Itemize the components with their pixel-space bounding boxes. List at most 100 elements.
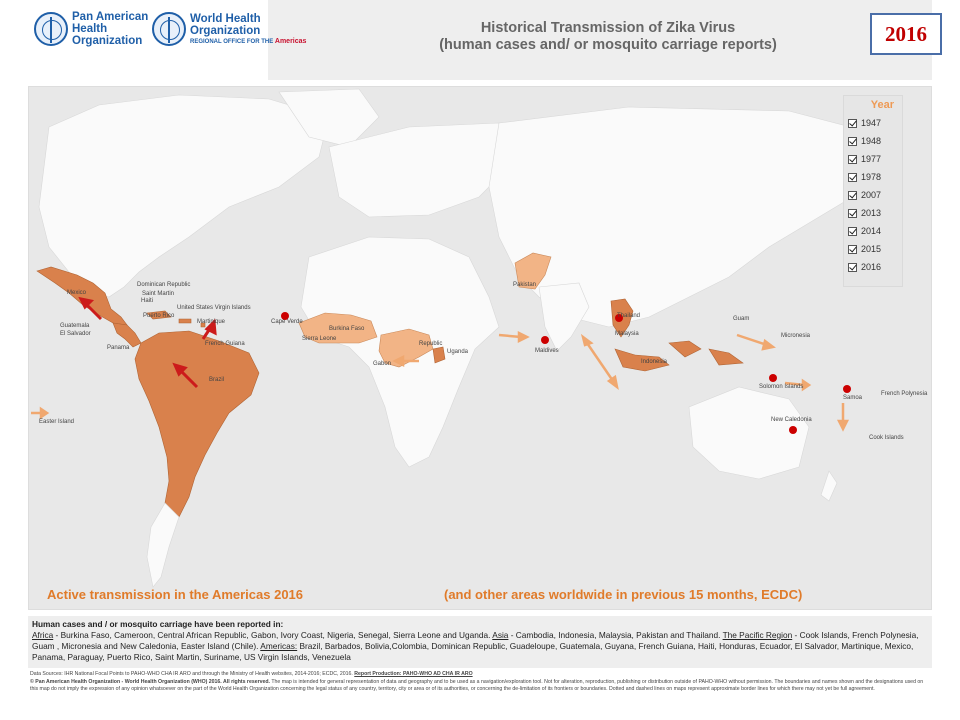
checkbox-icon[interactable]	[848, 244, 857, 254]
country-mexico	[36, 266, 128, 326]
land-new-zealand	[820, 470, 838, 502]
legend-item-1978[interactable]: 1978	[848, 170, 881, 184]
title-line1: Historical Transmission of Zika Virus	[480, 20, 736, 36]
country-indonesia	[614, 340, 744, 372]
country-uganda	[432, 346, 446, 364]
legend-year-label: 2014	[861, 226, 882, 236]
marker-samoa	[843, 385, 851, 393]
land-north-america	[38, 94, 330, 298]
footer-copyright: © Pan American Health Organization - Wor…	[30, 678, 270, 685]
checkbox-icon[interactable]	[848, 262, 857, 272]
legend-item-1947[interactable]: 1947	[848, 116, 881, 130]
checkbox-icon[interactable]	[848, 172, 857, 182]
footer-production: Report Production: PAHO-WHO AD CHA IR AR…	[354, 671, 473, 677]
label-guam: Guam	[733, 316, 750, 322]
year-badge: 2016	[870, 13, 942, 55]
legend-item-2013[interactable]: 2013	[848, 206, 881, 220]
caption-other-areas: (and other areas worldwide in previous 1…	[444, 587, 803, 602]
who-logo-line1: World Health	[190, 12, 261, 25]
legend-year-label: 1978	[861, 172, 882, 182]
land-greenland	[278, 88, 380, 148]
country-pakistan	[514, 252, 552, 290]
legend-item-2016[interactable]: 2016	[848, 260, 881, 274]
label-malaysia: Malaysia	[615, 331, 639, 337]
label-french-guiana: French Guiana	[205, 341, 245, 347]
title-line2: (human cases and/ or mosquito carriage r…	[439, 37, 777, 53]
paho-logo-line3: Organization	[72, 35, 143, 47]
red-arrows	[78, 296, 217, 389]
who-emblem-icon	[152, 12, 186, 46]
label-guatemala: Guatemala	[60, 323, 90, 329]
label-mexico: Mexico	[67, 290, 87, 296]
paho-logo-line1: Pan American	[72, 11, 149, 23]
page-title: Historical Transmission of Zika Virus (h…	[408, 20, 808, 54]
legend-item-2015[interactable]: 2015	[848, 242, 881, 256]
notes-panel: Human cases and / or mosquito carriage h…	[28, 616, 932, 668]
who-logo-region: Americas	[274, 37, 307, 45]
label-french-polynesia: French Polynesia	[881, 391, 928, 397]
land-south-america	[134, 330, 260, 526]
legend-item-1977[interactable]: 1977	[848, 152, 881, 166]
paho-logo: Pan American Health Organization	[34, 8, 148, 50]
checkbox-icon[interactable]	[848, 190, 857, 200]
who-logo-line2: Organization	[190, 24, 261, 37]
checkbox-icon[interactable]	[848, 226, 857, 236]
legend-year-label: 1977	[861, 154, 882, 164]
label-samoa: Samoa	[843, 395, 863, 401]
label-micronesia: Micronesia	[781, 333, 811, 339]
land-southern-cone	[146, 502, 180, 588]
legend-year-label: 2013	[861, 208, 882, 218]
country-central-america	[112, 322, 142, 348]
marker-solomon	[769, 374, 777, 382]
label-new-caledonia: New Caledonia	[771, 417, 812, 423]
label-panama: Panama	[107, 345, 130, 351]
who-logo-sub: REGIONAL OFFICE FOR THE	[190, 38, 274, 45]
marker-new-caledonia	[789, 426, 797, 434]
checkbox-icon[interactable]	[848, 118, 857, 128]
header-band	[268, 0, 932, 80]
map-canvas	[31, 88, 890, 588]
label-brazil: Brazil	[209, 377, 225, 383]
label-indonesia: Indonesia	[641, 359, 668, 365]
legend-year-label: 2015	[861, 244, 882, 254]
label-uganda: Uganda	[447, 349, 469, 355]
checkbox-icon[interactable]	[848, 136, 857, 146]
footer-sources: Data Sources: IHR National Focal Points …	[30, 671, 355, 677]
label-haiti: Haiti	[141, 298, 154, 304]
label-easter-island: Easter Island	[39, 419, 75, 425]
caption-active-americas: Active transmission in the Americas 2016	[47, 587, 304, 602]
land-europe	[328, 122, 510, 218]
who-logo: World Health Organization REGIONAL OFFIC…	[152, 8, 306, 50]
legend-item-2014[interactable]: 2014	[848, 224, 881, 238]
notes-americas-label: Americas:	[260, 641, 298, 651]
notes-asia-label: Asia	[492, 630, 509, 640]
checkbox-icon[interactable]	[848, 154, 857, 164]
label-solomon-islands: Solomon Islands	[759, 384, 804, 390]
legend-year-label: 1947	[861, 118, 882, 128]
notes-asia-text: - Cambodia, Indonesia, Malaysia, Pakista…	[508, 630, 723, 640]
marker-cape-verde	[281, 312, 289, 320]
label-sierra-leone: Sierra Leone	[302, 336, 337, 342]
country-central-africa	[378, 328, 434, 368]
label-cape-verde: Cape Verde	[271, 319, 303, 325]
notes-pacific-label: The Pacific Region	[722, 630, 793, 640]
country-west-africa	[298, 312, 378, 344]
year-legend: Year 1947 1948 1977 1978 2007 2013 2014 …	[843, 95, 903, 287]
paho-logo-line2: Health	[72, 23, 108, 35]
label-dominican-republic: Dominican Republic	[137, 282, 191, 288]
checkbox-icon[interactable]	[848, 208, 857, 218]
world-map[interactable]: Mexico Guatemala El Salvador Dominican R…	[28, 86, 932, 610]
marker-maldives	[541, 336, 549, 344]
header: Pan American Health Organization World H…	[28, 0, 942, 80]
label-martinique: Martinique	[197, 319, 226, 325]
label-saint-martin: Saint Martin	[142, 291, 175, 297]
orange-arrows	[31, 330, 850, 432]
legend-item-1948[interactable]: 1948	[848, 134, 881, 148]
footer: Data Sources: IHR National Focal Points …	[30, 671, 930, 694]
notes-heading: Human cases and / or mosquito carriage h…	[32, 619, 284, 629]
label-el-salvador: El Salvador	[60, 331, 91, 337]
legend-title: Year	[870, 99, 894, 111]
country-caribbean	[146, 310, 206, 328]
label-gabon: Gabon	[373, 361, 392, 367]
legend-item-2007[interactable]: 2007	[848, 188, 881, 202]
